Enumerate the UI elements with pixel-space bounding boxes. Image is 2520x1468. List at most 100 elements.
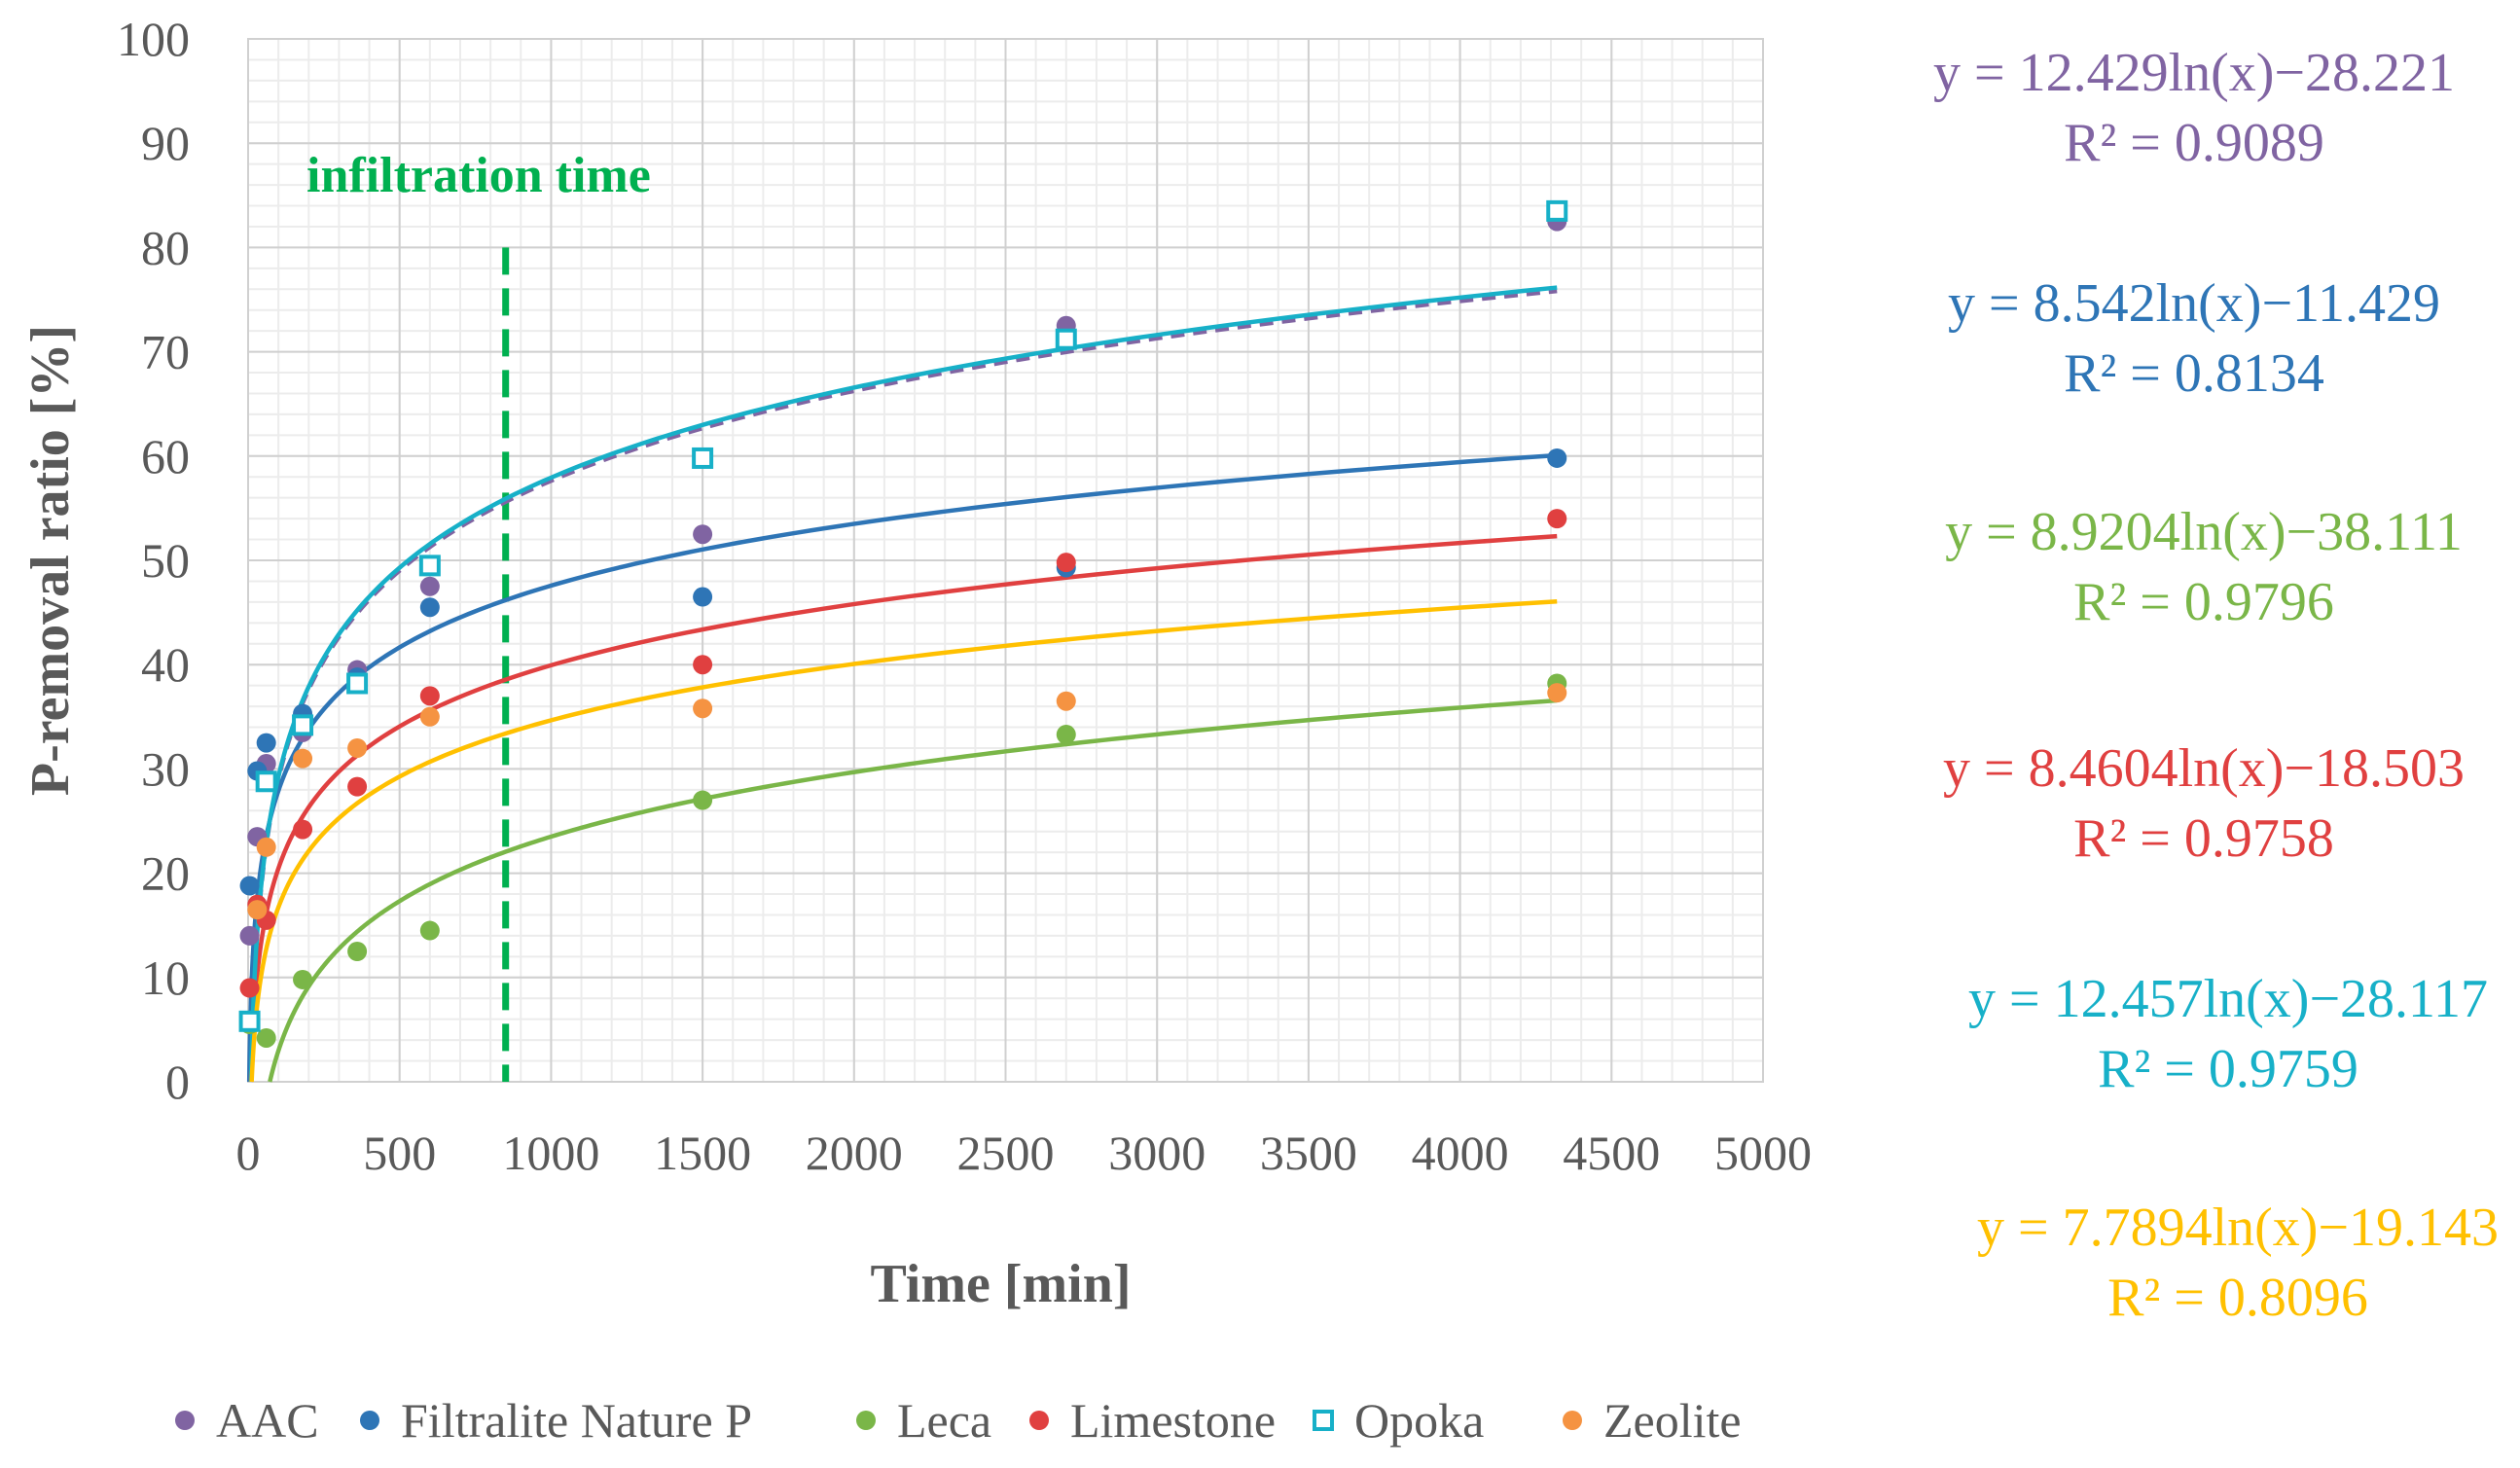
r-squared-opoka: R² = 0.9759 [2098, 1039, 2358, 1099]
y-tick-label: 40 [141, 637, 190, 692]
x-tick-label: 4500 [1563, 1126, 1660, 1180]
point-limestone [347, 776, 368, 797]
data-points [238, 199, 1568, 1048]
equation-leca: y = 8.9204ln(x)−38.111 [1945, 502, 2463, 562]
point-leca [293, 969, 313, 989]
point-limestone [293, 819, 313, 840]
x-tick-label: 500 [363, 1126, 436, 1180]
equation-opoka: y = 12.457ln(x)−28.117 [1968, 969, 2488, 1029]
point-limestone [693, 655, 713, 675]
x-tick-label: 5000 [1714, 1126, 1812, 1180]
x-tick-label: 1500 [654, 1126, 751, 1180]
legend-label-aac: AAC [216, 1393, 319, 1448]
legend-marker-opoka [1313, 1410, 1334, 1431]
y-tick-label: 80 [141, 220, 190, 274]
point-opoka [1055, 328, 1077, 350]
r-squared-aac: R² = 0.9089 [2064, 113, 2324, 173]
equation-aac: y = 12.429ln(x)−28.221 [1933, 43, 2455, 103]
point-aac [239, 925, 260, 946]
trend-line-zeolite [249, 598, 1558, 1083]
equation-filtralite-nature-p: y = 8.542ln(x)−11.429 [1948, 273, 2440, 334]
r-squared-filtralite-nature-p: R² = 0.8134 [2064, 343, 2324, 404]
x-tick-label: 1000 [502, 1126, 599, 1180]
trend-line-limestone [248, 533, 1558, 1083]
point-zeolite [1056, 691, 1076, 711]
point-limestone [419, 686, 440, 706]
y-tick-label: 70 [141, 325, 190, 379]
x-axis-title: Time [min] [870, 1254, 1131, 1314]
point-filtralite-nature-p [693, 587, 713, 607]
y-tick-label: 20 [141, 846, 190, 901]
x-tick-label: 2500 [957, 1126, 1055, 1180]
point-opoka [292, 714, 314, 736]
point-filtralite-nature-p [1547, 448, 1567, 468]
trendline-equations: y = 12.429ln(x)−28.221 R² = 0.9089 y = 8.5… [1933, 43, 2499, 1328]
point-limestone [239, 978, 260, 998]
point-leca [256, 1027, 276, 1048]
legend-label-leca: Leca [897, 1393, 991, 1448]
point-opoka [238, 1010, 261, 1032]
point-zeolite [419, 706, 440, 727]
point-opoka [692, 447, 714, 469]
y-axis-tick-labels: 0 10 20 30 40 50 60 70 80 90 100 [117, 12, 190, 1109]
legend-label-opoka: Opoka [1354, 1393, 1484, 1448]
r-squared-zeolite: R² = 0.8096 [2107, 1268, 2368, 1328]
trend-line-leca [268, 698, 1558, 1083]
equation-limestone: y = 8.4604ln(x)−18.503 [1943, 738, 2465, 799]
x-tick-label: 0 [236, 1126, 261, 1180]
trend-lines [246, 285, 1558, 1083]
point-leca [419, 920, 440, 941]
y-tick-label: 10 [141, 950, 190, 1005]
y-tick-label: 60 [141, 429, 190, 483]
y-axis-title: P-removal ratio [%] [20, 325, 81, 796]
plot-area-frame [247, 38, 1764, 1083]
legend-label-filtralite-nature-p: Filtralite Nature P [401, 1393, 752, 1448]
point-leca [1056, 725, 1076, 745]
point-leca [347, 942, 368, 961]
x-axis-tick-labels: 0 500 1000 1500 2000 2500 3000 3500 4000 4500 5000 [236, 1126, 1813, 1180]
x-tick-label: 3500 [1260, 1126, 1357, 1180]
x-tick-label: 4000 [1412, 1126, 1509, 1180]
trend-line-opoka [248, 285, 1558, 1083]
legend-label-limestone: Limestone [1070, 1393, 1276, 1448]
trend-line-aac [248, 288, 1558, 1083]
equation-zeolite: y = 7.7894ln(x)−19.143 [1977, 1198, 2499, 1258]
legend-marker-aac [175, 1411, 195, 1430]
point-opoka [418, 555, 441, 577]
point-zeolite [293, 748, 313, 769]
point-zeolite [693, 698, 713, 719]
x-tick-label: 3000 [1108, 1126, 1206, 1180]
trend-line-filtralite-nature-p [246, 452, 1558, 1083]
point-limestone [1547, 509, 1567, 529]
point-leca [693, 790, 713, 810]
point-zeolite [1547, 683, 1567, 703]
point-filtralite-nature-p [239, 876, 260, 896]
point-opoka [346, 672, 369, 695]
y-tick-label: 50 [141, 533, 190, 588]
point-zeolite [347, 737, 368, 758]
legend-marker-limestone [1029, 1411, 1049, 1430]
x-tick-label: 2000 [806, 1126, 903, 1180]
point-limestone [1056, 553, 1076, 573]
infiltration-time-label: infiltration time [306, 148, 651, 203]
point-opoka [1546, 199, 1568, 222]
y-tick-label: 90 [141, 116, 190, 170]
legend-marker-zeolite [1563, 1411, 1582, 1430]
r-squared-leca: R² = 0.9796 [2073, 572, 2334, 632]
y-tick-label: 30 [141, 741, 190, 796]
point-aac [693, 524, 713, 545]
y-tick-label: 100 [117, 12, 190, 66]
legend-marker-filtralite-nature-p [360, 1411, 379, 1430]
point-zeolite [247, 900, 268, 920]
point-filtralite-nature-p [419, 597, 440, 618]
point-aac [419, 576, 440, 596]
point-zeolite [256, 837, 276, 857]
y-tick-label: 0 [165, 1055, 190, 1109]
point-filtralite-nature-p [256, 733, 276, 753]
r-squared-limestone: R² = 0.9758 [2073, 808, 2334, 869]
point-opoka [255, 770, 277, 793]
legend: AAC Filtralite Nature P Leca Limestone Opoka… [175, 1393, 1742, 1448]
legend-label-zeolite: Zeolite [1603, 1393, 1742, 1448]
legend-marker-leca [856, 1411, 876, 1430]
